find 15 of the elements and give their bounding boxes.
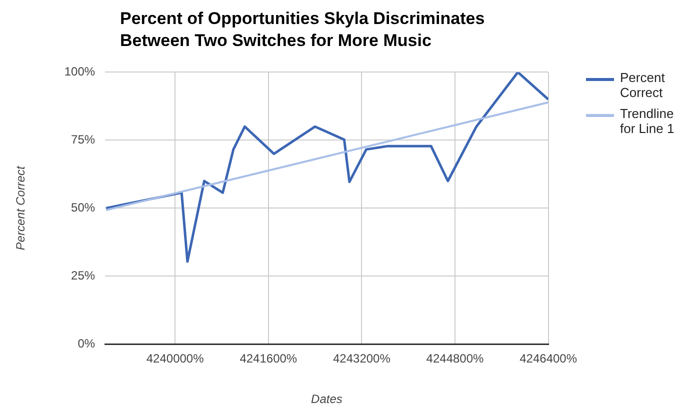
y-tick-label: 50%: [71, 200, 96, 215]
x-tick-label: 4240000%: [146, 352, 204, 366]
y-tick-label: 0%: [78, 336, 96, 351]
y-tick-label: 100%: [64, 64, 96, 79]
chart-title: Percent of Opportunities Skyla Discriminates Between Two Switches for More Music: [120, 8, 486, 52]
x-tick-label: 4243200%: [332, 352, 391, 366]
y-tick-label: 25%: [71, 268, 96, 283]
x-tick-label: 4246400%: [520, 352, 578, 366]
x-axis-title: Dates: [311, 392, 342, 406]
legend-label: Percent Correct: [620, 70, 666, 100]
y-axis-title: Percent Correct: [14, 166, 28, 250]
x-tick-label: 4241600%: [240, 352, 298, 366]
legend-label: Trendline for Line 1: [620, 106, 676, 136]
y-tick-label: 75%: [71, 132, 96, 147]
x-tick-label: 4244800%: [426, 352, 484, 366]
